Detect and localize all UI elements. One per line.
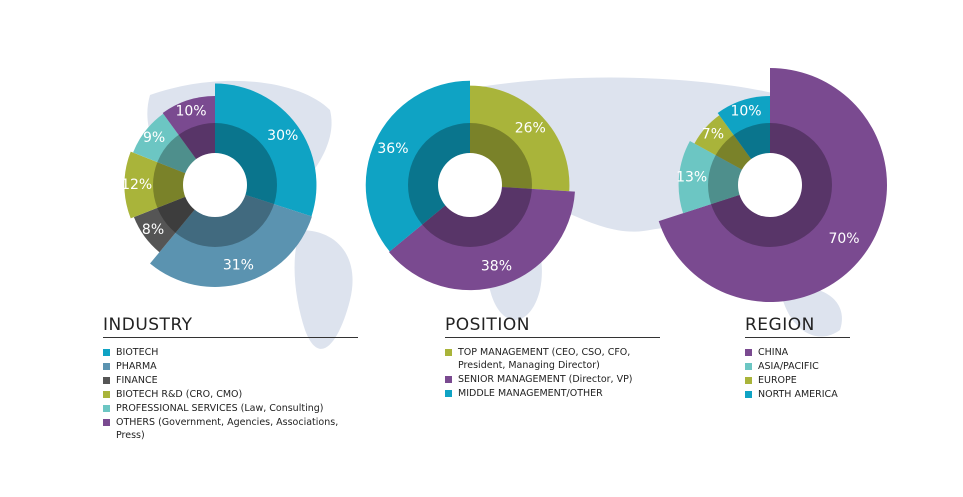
value-label: 38% [481,258,512,274]
hole [183,153,247,217]
legend-item: CHINA [745,346,850,359]
legend-item: SENIOR MANAGEMENT (Director, VP) [445,373,660,386]
legend-item: EUROPE [745,374,850,387]
legend-item: NORTH AMERICA [745,388,850,401]
legend-label: FINANCE [116,375,158,386]
pie: 70% 13% 7% 10% [658,68,888,302]
legend-item: TOP MANAGEMENT (CEO, CSO, CFO, President… [445,346,660,372]
hole [738,153,802,217]
legend-item: ASIA/PACIFIC [745,360,850,373]
legend-swatch [745,391,752,398]
legend: INDUSTRY BIOTECH PHARMA FINANCE BIOTECH R&D … [103,315,358,443]
pie: 30% 31% 8% 12% 9% 10% [121,83,317,287]
legend-swatch [445,349,452,356]
slice [150,185,312,287]
legend-item: FINANCE [103,374,358,387]
value-label: 26% [515,120,546,136]
value-label: 9% [143,130,165,146]
legend-label: BIOTECH [116,347,159,358]
legend-swatch [745,363,752,370]
legend-item: MIDDLE MANAGEMENT/OTHER [445,387,660,400]
legend-label: BIOTECH R&D (CRO, CMO) [116,389,243,400]
legend-label: NORTH AMERICA [758,389,838,400]
slice [388,185,575,291]
value-label: 31% [223,258,254,274]
slice [124,151,215,219]
slice [365,80,470,252]
value-label: 10% [730,103,761,119]
legend-item: BIOTECH R&D (CRO, CMO) [103,388,358,401]
value-label: 7% [702,127,724,143]
value-label: 8% [142,222,164,238]
legend-label: SENIOR MANAGEMENT (Director, VP) [458,374,633,385]
legend-swatch [103,377,110,384]
legend-title: REGION [745,315,850,338]
value-label: 70% [828,231,859,247]
pie: 26% 38% 36% [365,80,575,291]
legend-label: MIDDLE MANAGEMENT/OTHER [458,388,603,399]
legend-label: CHINA [758,347,789,358]
legend-swatch [103,405,110,412]
legend-swatch [103,391,110,398]
legend-swatch [103,363,110,370]
legend-item: OTHERS (Government, Agencies, Associatio… [103,416,358,442]
slice [678,140,770,214]
legend-title: POSITION [445,315,660,338]
legend-label: EUROPE [758,375,797,386]
hole [438,153,502,217]
legend-swatch [103,419,110,426]
value-label: 12% [121,177,152,193]
legend-label: PROFESSIONAL SERVICES (Law, Consulting) [116,403,324,414]
legend-label: PHARMA [116,361,157,372]
legend-swatch [745,349,752,356]
legend-item: BIOTECH [103,346,358,359]
value-label: 30% [267,128,298,144]
value-label: 36% [377,141,408,157]
legend-title: INDUSTRY [103,315,358,338]
legend-swatch [445,376,452,383]
slice [470,85,570,192]
legend-item: PHARMA [103,360,358,373]
legend: REGION CHINA ASIA/PACIFIC EUROPE NORTH AMERI… [745,315,850,402]
legend-item: PROFESSIONAL SERVICES (Law, Consulting) [103,402,358,415]
value-label: 13% [676,170,707,186]
legend-swatch [745,377,752,384]
legend-swatch [103,349,110,356]
value-label: 10% [175,103,206,119]
legend-label: TOP MANAGEMENT (CEO, CSO, CFO, President… [458,347,631,371]
legend-swatch [445,390,452,397]
legend-label: OTHERS (Government, Agencies, Associatio… [116,417,339,441]
legend: POSITION TOP MANAGEMENT (CEO, CSO, CFO, P… [445,315,660,401]
legend-label: ASIA/PACIFIC [758,361,819,372]
